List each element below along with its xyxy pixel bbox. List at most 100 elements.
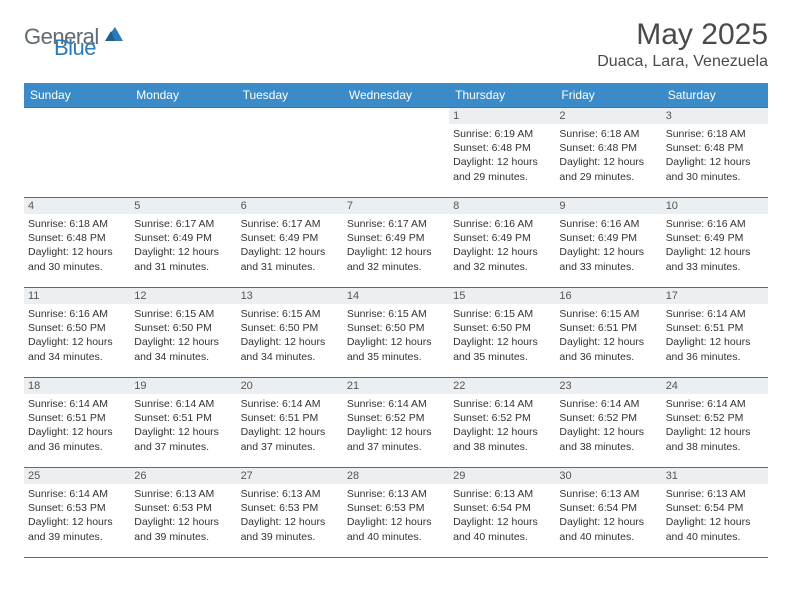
calendar-empty-cell	[24, 108, 130, 198]
day-info: Sunrise: 6:14 AMSunset: 6:51 PMDaylight:…	[666, 307, 764, 364]
day-number: 5	[130, 198, 236, 214]
calendar-empty-cell	[130, 108, 236, 198]
weekday-header: Tuesday	[237, 83, 343, 108]
day-info: Sunrise: 6:18 AMSunset: 6:48 PMDaylight:…	[559, 127, 657, 184]
weekday-header: Monday	[130, 83, 236, 108]
day-info: Sunrise: 6:13 AMSunset: 6:53 PMDaylight:…	[241, 487, 339, 544]
calendar-day-cell: 10Sunrise: 6:16 AMSunset: 6:49 PMDayligh…	[662, 198, 768, 288]
weekday-header: Thursday	[449, 83, 555, 108]
day-number: 6	[237, 198, 343, 214]
calendar-day-cell: 18 Sunrise: 6:14 AMSunset: 6:51 PMDayligh…	[24, 378, 130, 468]
day-info: Sunrise: 6:13 AMSunset: 6:54 PMDaylight:…	[453, 487, 551, 544]
day-number: 29	[449, 468, 555, 484]
day-info: Sunrise: 6:16 AMSunset: 6:50 PMDaylight:…	[28, 307, 126, 364]
calendar-body: 1 Sunrise: 6:19 AMSunset: 6:48 PMDaylight…	[24, 108, 768, 558]
day-info: Sunrise: 6:18 AMSunset: 6:48 PMDaylight:…	[28, 217, 126, 274]
day-number: 26	[130, 468, 236, 484]
day-info: Sunrise: 6:15 AMSunset: 6:50 PMDaylight:…	[241, 307, 339, 364]
calendar-day-cell: 23Sunrise: 6:14 AMSunset: 6:52 PMDayligh…	[555, 378, 661, 468]
calendar-day-cell: 16Sunrise: 6:15 AMSunset: 6:51 PMDayligh…	[555, 288, 661, 378]
day-number: 1	[449, 108, 555, 124]
calendar-table: SundayMondayTuesdayWednesdayThursdayFrid…	[24, 83, 768, 558]
day-info: Sunrise: 6:15 AMSunset: 6:51 PMDaylight:…	[559, 307, 657, 364]
calendar-week-row: 11 Sunrise: 6:16 AMSunset: 6:50 PMDayligh…	[24, 288, 768, 378]
day-info: Sunrise: 6:15 AMSunset: 6:50 PMDaylight:…	[134, 307, 232, 364]
calendar-day-cell: 12Sunrise: 6:15 AMSunset: 6:50 PMDayligh…	[130, 288, 236, 378]
day-number: 27	[237, 468, 343, 484]
calendar-empty-cell	[343, 108, 449, 198]
day-number: 23	[555, 378, 661, 394]
calendar-day-cell: 3 Sunrise: 6:18 AMSunset: 6:48 PMDaylight…	[662, 108, 768, 198]
day-number: 20	[237, 378, 343, 394]
day-number: 8	[449, 198, 555, 214]
calendar-day-cell: 1 Sunrise: 6:19 AMSunset: 6:48 PMDaylight…	[449, 108, 555, 198]
calendar-empty-cell	[237, 108, 343, 198]
day-number: 3	[662, 108, 768, 124]
day-info: Sunrise: 6:14 AMSunset: 6:53 PMDaylight:…	[28, 487, 126, 544]
day-info: Sunrise: 6:14 AMSunset: 6:52 PMDaylight:…	[453, 397, 551, 454]
day-info: Sunrise: 6:16 AMSunset: 6:49 PMDaylight:…	[559, 217, 657, 274]
calendar-day-cell: 8 Sunrise: 6:16 AMSunset: 6:49 PMDaylight…	[449, 198, 555, 288]
month-title: May 2025	[597, 18, 768, 51]
location-subtitle: Duaca, Lara, Venezuela	[597, 53, 768, 71]
calendar-day-cell: 6 Sunrise: 6:17 AMSunset: 6:49 PMDaylight…	[237, 198, 343, 288]
calendar-page: General May 2025 Duaca, Lara, Venezuela …	[0, 0, 792, 558]
day-number: 11	[24, 288, 130, 304]
calendar-day-cell: 19 Sunrise: 6:14 AMSunset: 6:51 PMDayligh…	[130, 378, 236, 468]
day-info: Sunrise: 6:13 AMSunset: 6:53 PMDaylight:…	[347, 487, 445, 544]
day-info: Sunrise: 6:13 AMSunset: 6:53 PMDaylight:…	[134, 487, 232, 544]
day-info: Sunrise: 6:19 AMSunset: 6:48 PMDaylight:…	[453, 127, 551, 184]
day-info: Sunrise: 6:15 AMSunset: 6:50 PMDaylight:…	[453, 307, 551, 364]
day-number: 24	[662, 378, 768, 394]
weekday-header: Sunday	[24, 83, 130, 108]
day-number: 13	[237, 288, 343, 304]
calendar-day-cell: 9 Sunrise: 6:16 AMSunset: 6:49 PMDaylight…	[555, 198, 661, 288]
day-info: Sunrise: 6:14 AMSunset: 6:51 PMDaylight:…	[134, 397, 232, 454]
calendar-header-row: SundayMondayTuesdayWednesdayThursdayFrid…	[24, 83, 768, 108]
day-info: Sunrise: 6:14 AMSunset: 6:51 PMDaylight:…	[241, 397, 339, 454]
day-info: Sunrise: 6:17 AMSunset: 6:49 PMDaylight:…	[347, 217, 445, 274]
calendar-day-cell: 26 Sunrise: 6:13 AMSunset: 6:53 PMDayligh…	[130, 468, 236, 558]
day-number: 14	[343, 288, 449, 304]
calendar-day-cell: 29 Sunrise: 6:13 AMSunset: 6:54 PMDayligh…	[449, 468, 555, 558]
calendar-day-cell: 30Sunrise: 6:13 AMSunset: 6:54 PMDayligh…	[555, 468, 661, 558]
day-number: 30	[555, 468, 661, 484]
day-info: Sunrise: 6:14 AMSunset: 6:51 PMDaylight:…	[28, 397, 126, 454]
calendar-day-cell: 20 Sunrise: 6:14 AMSunset: 6:51 PMDayligh…	[237, 378, 343, 468]
day-number: 22	[449, 378, 555, 394]
logo-sail-icon	[103, 25, 125, 48]
calendar-day-cell: 22 Sunrise: 6:14 AMSunset: 6:52 PMDayligh…	[449, 378, 555, 468]
weekday-header: Saturday	[662, 83, 768, 108]
calendar-day-cell: 24Sunrise: 6:14 AMSunset: 6:52 PMDayligh…	[662, 378, 768, 468]
day-info: Sunrise: 6:13 AMSunset: 6:54 PMDaylight:…	[666, 487, 764, 544]
day-number: 18	[24, 378, 130, 394]
weekday-header: Wednesday	[343, 83, 449, 108]
day-info: Sunrise: 6:18 AMSunset: 6:48 PMDaylight:…	[666, 127, 764, 184]
calendar-day-cell: 28Sunrise: 6:13 AMSunset: 6:53 PMDayligh…	[343, 468, 449, 558]
calendar-day-cell: 13 Sunrise: 6:15 AMSunset: 6:50 PMDayligh…	[237, 288, 343, 378]
calendar-day-cell: 4 Sunrise: 6:18 AMSunset: 6:48 PMDaylight…	[24, 198, 130, 288]
day-number: 4	[24, 198, 130, 214]
day-number: 19	[130, 378, 236, 394]
day-number: 17	[662, 288, 768, 304]
day-info: Sunrise: 6:17 AMSunset: 6:49 PMDaylight:…	[241, 217, 339, 274]
calendar-week-row: 1 Sunrise: 6:19 AMSunset: 6:48 PMDaylight…	[24, 108, 768, 198]
day-number: 25	[24, 468, 130, 484]
logo-text-blue: Blue	[54, 35, 96, 60]
day-info: Sunrise: 6:14 AMSunset: 6:52 PMDaylight:…	[347, 397, 445, 454]
day-number: 15	[449, 288, 555, 304]
calendar-day-cell: 27 Sunrise: 6:13 AMSunset: 6:53 PMDayligh…	[237, 468, 343, 558]
day-number: 7	[343, 198, 449, 214]
calendar-day-cell: 31Sunrise: 6:13 AMSunset: 6:54 PMDayligh…	[662, 468, 768, 558]
calendar-day-cell: 7 Sunrise: 6:17 AMSunset: 6:49 PMDaylight…	[343, 198, 449, 288]
day-info: Sunrise: 6:17 AMSunset: 6:49 PMDaylight:…	[134, 217, 232, 274]
day-number: 9	[555, 198, 661, 214]
calendar-day-cell: 14Sunrise: 6:15 AMSunset: 6:50 PMDayligh…	[343, 288, 449, 378]
calendar-day-cell: 15 Sunrise: 6:15 AMSunset: 6:50 PMDayligh…	[449, 288, 555, 378]
calendar-day-cell: 17 Sunrise: 6:14 AMSunset: 6:51 PMDayligh…	[662, 288, 768, 378]
day-info: Sunrise: 6:16 AMSunset: 6:49 PMDaylight:…	[453, 217, 551, 274]
weekday-header: Friday	[555, 83, 661, 108]
calendar-day-cell: 11 Sunrise: 6:16 AMSunset: 6:50 PMDayligh…	[24, 288, 130, 378]
calendar-day-cell: 2 Sunrise: 6:18 AMSunset: 6:48 PMDaylight…	[555, 108, 661, 198]
day-number: 2	[555, 108, 661, 124]
